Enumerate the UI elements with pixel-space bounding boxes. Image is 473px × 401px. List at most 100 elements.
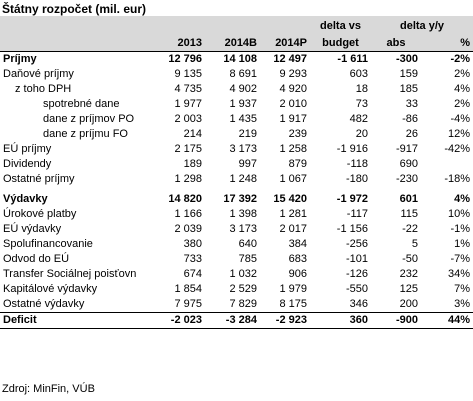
cell-v2014b: 14 108 bbox=[223, 53, 257, 65]
cell-abs: -50 bbox=[402, 253, 418, 265]
table-row: dane z príjmov PO 2 003 1 435 1 917 482 -86 -4… bbox=[0, 112, 473, 127]
cell-pct: 12% bbox=[447, 128, 470, 140]
budget-table: delta vs delta y/y 2013 2014B 2014P budg… bbox=[0, 16, 473, 329]
cell-abs: 115 bbox=[400, 208, 418, 220]
header-pct: % bbox=[421, 35, 473, 52]
cell-pct: 2% bbox=[454, 98, 470, 110]
source-note: Zdroj: MinFin, VÚB bbox=[2, 383, 95, 395]
cell-v2014b: 17 392 bbox=[223, 193, 257, 205]
cell-v2013: -2 023 bbox=[148, 312, 205, 329]
cell-v2013: 14 820 bbox=[168, 193, 202, 205]
cell-v2013: 9 135 bbox=[174, 68, 202, 80]
cell-v2014b: 785 bbox=[238, 253, 257, 265]
header-blank bbox=[0, 35, 148, 52]
cell-v2014b: 1 248 bbox=[229, 173, 257, 185]
table-row: Spolufinancovanie 380 640 384 -256 5 1% bbox=[0, 237, 473, 252]
cell-pct: 2% bbox=[454, 68, 470, 80]
table-row: Úrokové platby 1 166 1 398 1 281 -117 115 10% bbox=[0, 207, 473, 222]
row-label: z toho DPH bbox=[15, 83, 72, 95]
header-2014p: 2014P bbox=[260, 35, 310, 52]
table-body: Príjmy 12 796 14 108 12 497 -1 611 -300 -2% Daň… bbox=[0, 52, 473, 329]
row-label: Príjmy bbox=[3, 53, 37, 65]
table-row: Dividendy 189 997 879 -118 690 bbox=[0, 157, 473, 172]
row-label: Ostatné výdavky bbox=[3, 298, 85, 310]
row-label: Transfer Sociálnej poisťovn bbox=[3, 268, 137, 280]
cell-v2014b: 3 173 bbox=[229, 143, 257, 155]
cell-dbud: -550 bbox=[345, 283, 368, 295]
cell-abs: -300 bbox=[395, 53, 418, 65]
table-row: Príjmy 12 796 14 108 12 497 -1 611 -300 -2% bbox=[0, 52, 473, 68]
cell-dbud: -1 916 bbox=[336, 143, 368, 155]
cell-abs: 690 bbox=[399, 158, 418, 170]
cell-v2014b: 219 bbox=[238, 128, 257, 140]
cell-v2014p: 1 917 bbox=[279, 113, 307, 125]
cell-v2014b: 1 435 bbox=[229, 113, 257, 125]
cell-v2014b: 640 bbox=[238, 238, 257, 250]
cell-dbud: -1 972 bbox=[336, 193, 368, 205]
cell-v2014p: 1 067 bbox=[279, 173, 307, 185]
cell-abs: -86 bbox=[402, 113, 418, 125]
cell-dbud: 73 bbox=[355, 98, 368, 110]
cell-dbud: -126 bbox=[345, 268, 368, 280]
row-label: Úrokové platby bbox=[3, 208, 77, 220]
table-row: Kapitálové výdavky 1 854 2 529 1 979 -550 125… bbox=[0, 282, 473, 297]
cell-v2013: 1 298 bbox=[174, 173, 202, 185]
cell-v2014b: 3 173 bbox=[229, 223, 257, 235]
cell-pct bbox=[421, 157, 473, 172]
cell-v2013: 674 bbox=[183, 268, 202, 280]
table-row: Deficit -2 023 -3 284 -2 923 360 -900 44% bbox=[0, 312, 473, 329]
cell-abs: 33 bbox=[405, 98, 418, 110]
cell-pct: 3% bbox=[454, 298, 470, 310]
cell-v2014b: 4 902 bbox=[229, 83, 257, 95]
table-row: Ostatné výdavky 7 975 7 829 8 175 346 200 3% bbox=[0, 297, 473, 313]
cell-abs: 601 bbox=[399, 193, 418, 205]
cell-v2014b: 1 398 bbox=[229, 208, 257, 220]
cell-v2013: 7 975 bbox=[174, 298, 202, 310]
header-delta-budget-line1: delta vs bbox=[310, 16, 371, 35]
cell-v2014b: 7 829 bbox=[229, 298, 257, 310]
cell-pct: 44% bbox=[421, 312, 473, 329]
cell-v2013: 12 796 bbox=[168, 53, 202, 65]
cell-v2014p: 9 293 bbox=[279, 68, 307, 80]
row-label: Výdavky bbox=[3, 193, 48, 205]
cell-v2013: 2 175 bbox=[174, 143, 202, 155]
header-blank bbox=[0, 16, 148, 35]
cell-v2014b: 8 691 bbox=[229, 68, 257, 80]
table-row: Odvod do EÚ 733 785 683 -101 -50 -7% bbox=[0, 252, 473, 267]
row-label: EÚ výdavky bbox=[3, 223, 62, 235]
cell-abs: -900 bbox=[371, 312, 421, 329]
cell-abs: 200 bbox=[399, 298, 418, 310]
cell-v2014p: 12 497 bbox=[273, 53, 307, 65]
row-label: Deficit bbox=[0, 312, 148, 329]
cell-v2013: 189 bbox=[183, 158, 202, 170]
cell-v2013: 1 977 bbox=[174, 98, 202, 110]
cell-v2013: 380 bbox=[183, 238, 202, 250]
cell-dbud: 346 bbox=[349, 298, 368, 310]
table-row: dane z príjmu FO 214 219 239 20 26 12% bbox=[0, 127, 473, 142]
cell-v2014p: 683 bbox=[288, 253, 307, 265]
cell-pct: -18% bbox=[444, 173, 470, 185]
table-title: Štátny rozpočet (mil. eur) bbox=[2, 2, 147, 16]
row-label: dane z príjmov PO bbox=[43, 113, 135, 125]
cell-v2014p: 1 281 bbox=[279, 208, 307, 220]
cell-v2013: 2 039 bbox=[174, 223, 202, 235]
row-label: Ostatné príjmy bbox=[3, 173, 75, 185]
cell-dbud: -256 bbox=[345, 238, 368, 250]
cell-v2014p: 384 bbox=[288, 238, 307, 250]
row-label: spotrebné dane bbox=[43, 98, 120, 110]
cell-dbud: 603 bbox=[349, 68, 368, 80]
cell-dbud: 482 bbox=[349, 113, 368, 125]
cell-pct: -42% bbox=[444, 143, 470, 155]
cell-dbud: 18 bbox=[355, 83, 368, 95]
header-delta-budget-line2: budget bbox=[310, 35, 371, 52]
table-row: z toho DPH 4 735 4 902 4 920 18 185 4% bbox=[0, 82, 473, 97]
cell-v2014p: 906 bbox=[288, 268, 307, 280]
cell-v2014p: 1 258 bbox=[279, 143, 307, 155]
table-row: spotrebné dane 1 977 1 937 2 010 73 33 2% bbox=[0, 97, 473, 112]
header-row-2: 2013 2014B 2014P budget abs % bbox=[0, 35, 473, 52]
cell-v2014p: 8 175 bbox=[279, 298, 307, 310]
cell-pct: 4% bbox=[454, 83, 470, 95]
cell-v2013: 1 166 bbox=[174, 208, 202, 220]
cell-abs: 125 bbox=[399, 283, 418, 295]
